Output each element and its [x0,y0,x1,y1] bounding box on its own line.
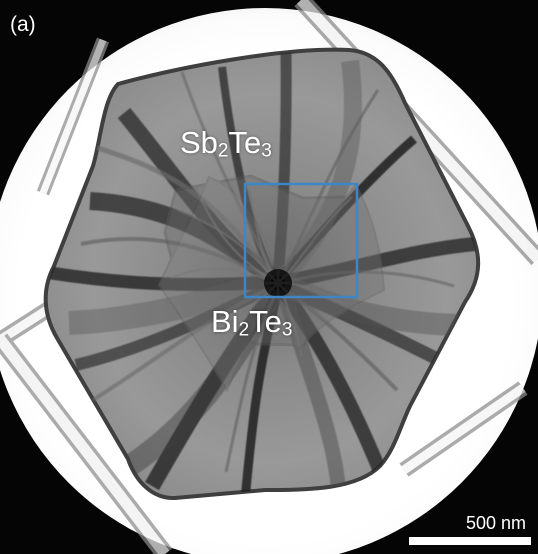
inner-stacked-grains [157,174,386,393]
bi2te3-label-subscript-1: 2 [238,319,250,341]
selection-box [243,182,359,299]
scale-bar-area: 500 nm [400,510,538,554]
scale-bar [409,537,531,545]
sb2te3-label-base: Sb [180,125,218,160]
bi2te3-label-subscript-2: 3 [281,319,293,341]
panel-label: (a) [10,13,36,36]
bi2te3-label-middle: Te [249,304,282,339]
scale-bar-label: 500 nm [465,513,526,533]
sb2te3-label: Sb2Te3 [180,127,272,160]
sb2te3-label-middle: Te [228,125,262,160]
central-nucleus [264,269,292,297]
bi2te3-label-base: Bi [211,304,239,339]
bi2te3-label: Bi2Te3 [211,306,292,339]
sb2te3-label-subscript-2: 3 [261,140,272,162]
sb2te3-label-subscript-1: 2 [217,140,229,162]
